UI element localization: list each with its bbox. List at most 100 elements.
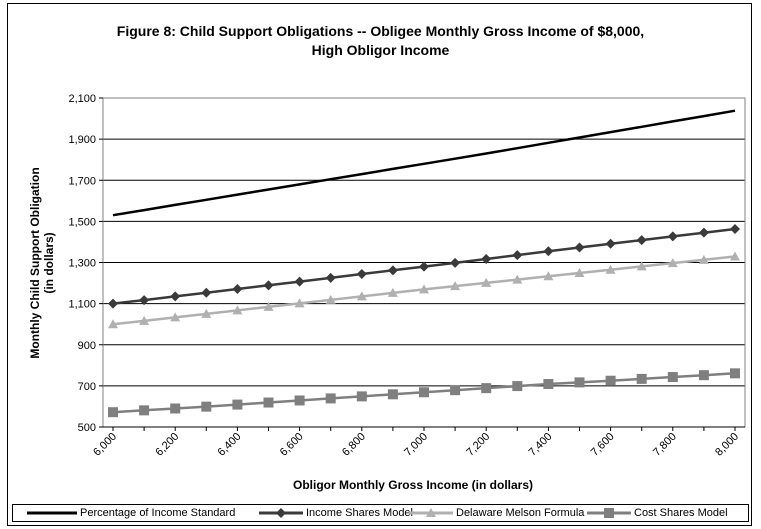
data-point (605, 264, 616, 274)
data-point (356, 391, 367, 402)
y-axis-label-line-2: (in dollars) (42, 232, 56, 293)
data-point (698, 254, 709, 264)
data-point (294, 395, 305, 406)
legend-item-income-shares: Income Shares Model (259, 505, 413, 521)
data-point (698, 227, 709, 238)
x-tick-label: 7,800 (651, 431, 679, 459)
y-tick-label: 900 (78, 340, 96, 352)
legend-swatch-diamond-icon (259, 508, 303, 519)
data-point (232, 399, 243, 410)
data-point (108, 298, 118, 309)
data-point (481, 277, 492, 287)
chart-title-line-1: Figure 8: Child Support Obligations -- O… (116, 23, 645, 39)
data-point (419, 387, 429, 398)
data-point (325, 294, 336, 304)
x-tick-label: 6,000 (91, 431, 119, 459)
data-point (636, 235, 647, 246)
x-tick-label: 6,800 (340, 431, 368, 459)
data-point (730, 223, 740, 234)
chart-frame (7, 3, 752, 526)
x-tick-label: 7,200 (464, 431, 492, 459)
data-point (139, 315, 150, 325)
legend-item-cost-shares: Cost Shares Model (587, 505, 728, 521)
data-point (170, 291, 181, 302)
x-axis-label: Obligor Monthly Gross Income (in dollars… (293, 478, 533, 492)
y-tick-label: 1,300 (68, 258, 96, 270)
y-tick-label: 2,100 (68, 93, 96, 105)
data-point (201, 401, 212, 412)
data-point (667, 258, 678, 268)
data-point (512, 274, 523, 284)
legend-label: Percentage of Income Standard (80, 507, 236, 519)
data-point (387, 265, 398, 276)
data-point (543, 271, 554, 281)
data-point (605, 238, 616, 249)
series-percentage-of-income-standard (112, 109, 736, 217)
data-point (139, 295, 150, 306)
x-tick-label: 7,600 (589, 431, 617, 459)
data-point (512, 381, 523, 392)
data-point (543, 379, 554, 390)
legend-label: Delaware Melson Formula (456, 507, 585, 519)
y-axis-ticks: 500 700 900 1,100 1,300 1,500 1,700 1,900 2,100 (68, 93, 103, 434)
data-point (481, 254, 492, 265)
data-point (263, 397, 274, 408)
data-point (232, 305, 243, 315)
data-point (543, 246, 554, 257)
x-tick-label: 7,400 (527, 431, 555, 459)
y-tick-label: 1,700 (68, 175, 96, 187)
data-point (170, 312, 181, 322)
data-point (263, 301, 274, 311)
x-axis-ticks: 6,000 6,200 6,400 6,600 6,800 7,000 7,200 7,400… (91, 426, 745, 459)
data-point (263, 280, 274, 291)
data-point (636, 261, 647, 271)
series-line (112, 109, 736, 217)
data-point (605, 375, 616, 386)
data-point (667, 231, 678, 242)
data-point (387, 389, 398, 400)
data-point (574, 267, 585, 277)
x-tick-label: 6,200 (153, 431, 181, 459)
data-point (698, 370, 709, 381)
data-point (667, 372, 678, 383)
legend-swatch-square-icon (587, 508, 631, 519)
data-point (170, 403, 181, 414)
y-tick-label: 500 (78, 422, 96, 434)
data-point (450, 281, 461, 291)
y-axis-label-line-1: Monthly Child Support Obligation (28, 167, 42, 358)
legend-item-percentage-of-income: Percentage of Income Standard (27, 505, 235, 521)
data-point (574, 242, 585, 253)
y-tick-label: 1,100 (68, 299, 96, 311)
line-chart: 5007009001,1001,3001,5001,7001,9002,100 … (28, 93, 746, 492)
y-tick-label: 1,500 (68, 216, 96, 228)
data-point (419, 261, 429, 272)
data-point (450, 385, 461, 396)
data-point (201, 308, 212, 318)
data-point (481, 383, 492, 394)
data-point (201, 287, 212, 298)
data-point (730, 368, 740, 379)
y-tick-label: 1,900 (68, 134, 96, 146)
x-tick-label: 8,000 (713, 431, 741, 459)
x-tick-label: 7,000 (402, 431, 430, 459)
data-point (419, 284, 429, 294)
chart-title: Figure 8: Child Support Obligations -- O… (0, 22, 761, 60)
data-point (325, 393, 336, 404)
data-point (730, 251, 740, 261)
legend-label: Income Shares Model (306, 507, 413, 519)
chart-title-line-2: High Obligor Income (311, 42, 450, 58)
y-tick-label: 700 (78, 381, 96, 393)
data-point (294, 298, 305, 308)
data-point (512, 250, 523, 261)
series-layer (108, 109, 740, 418)
data-point (356, 269, 367, 280)
data-point (108, 319, 118, 329)
data-point (294, 276, 305, 287)
data-point (356, 291, 367, 301)
legend: Percentage of Income Standard Income Sha… (12, 504, 749, 522)
data-point (232, 284, 243, 295)
data-point (108, 407, 118, 418)
legend-label: Cost Shares Model (634, 507, 728, 519)
data-point (139, 405, 150, 416)
data-point (574, 377, 585, 388)
